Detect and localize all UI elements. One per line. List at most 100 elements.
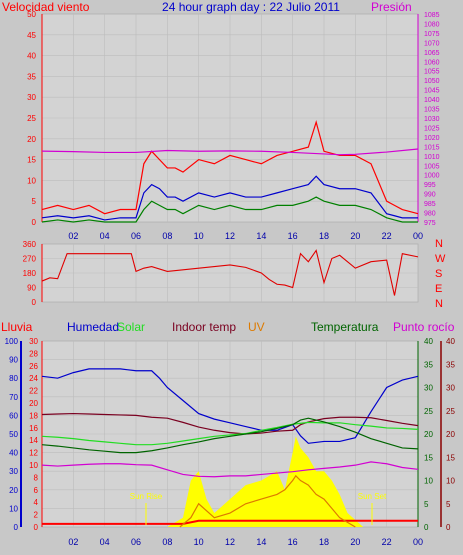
wind-direction-line: [41, 249, 419, 296]
rain-tick-label: 6: [34, 486, 39, 495]
pressure-tick-label: 1025: [424, 125, 440, 132]
humidity-tick-label: 40: [9, 449, 18, 458]
compass-letter: W: [435, 253, 446, 265]
uv-legend: UV: [248, 320, 265, 334]
time-tick-label: 08: [162, 537, 172, 547]
rain-tick-label: 4: [34, 498, 39, 507]
temperature-legend: Temperatura: [311, 320, 379, 334]
wind-tick-label: 20: [27, 135, 36, 144]
pressure-tick-label: 985: [424, 201, 436, 208]
time-tick-label: 12: [225, 537, 235, 547]
wind-axis-title: Velocidad viento: [2, 0, 90, 14]
compass-letter: N: [435, 298, 443, 310]
time-tick-label: 00: [413, 231, 423, 241]
pressure-tick-label: 980: [424, 211, 436, 218]
time-tick-label: 18: [319, 231, 329, 241]
time-tick-label: 22: [382, 231, 392, 241]
wind-tick-label: 30: [27, 93, 36, 102]
pressure-tick-label: 975: [424, 220, 436, 227]
wind-tick-label: 25: [27, 114, 36, 123]
compass-letter: E: [435, 283, 442, 295]
time-tick-label: 06: [131, 537, 141, 547]
time-tick-label: 14: [256, 231, 266, 241]
direction-grid: [42, 243, 419, 303]
wind-tick-label: 40: [27, 52, 36, 61]
wind-tick-label: 45: [27, 31, 36, 40]
temperature-tick-label: 30: [424, 384, 433, 393]
time-axis-bottom: 02 04 06 08 10 12 14 16 18 20 22 00: [68, 537, 423, 547]
climate-series: [41, 368, 419, 528]
rain-tick-label: 10: [29, 461, 38, 470]
pressure-tick-label: 1050: [424, 78, 440, 85]
humidity-tick-label: 90: [9, 356, 18, 365]
rain-tick-label: 20: [29, 399, 38, 408]
dew-point-line: [41, 461, 419, 478]
chart-title: 24 hour graph day : 22 Julio 2011: [162, 0, 340, 14]
pressure-axis-title: Presión: [371, 0, 412, 14]
direction-tick-label: 270: [23, 255, 37, 264]
wind-low-line: [41, 196, 418, 223]
pressure-tick-label: 995: [424, 182, 436, 189]
pressure-tick-label: 1080: [424, 21, 440, 28]
pressure-tick-label: 1075: [424, 31, 440, 38]
sun-rise-label: Sun Rise: [130, 492, 163, 501]
pressure-axis: 975 980 985 990 995 1000 1005 1010 1015 1020 1025 1…: [417, 12, 440, 227]
pressure-tick-label: 990: [424, 192, 436, 199]
humidity-legend: Humedad: [67, 320, 119, 334]
time-tick-label: 16: [288, 537, 298, 547]
pressure-tick-label: 1005: [424, 163, 440, 170]
sun-set-label: Sun Set: [358, 492, 387, 501]
time-tick-label: 16: [288, 231, 298, 241]
rain-tick-label: 18: [29, 411, 38, 420]
rain-tick-label: 24: [29, 374, 38, 383]
compass-letter: S: [435, 268, 442, 280]
wind-tick-label: 5: [32, 197, 37, 206]
humidity-tick-label: 80: [9, 374, 18, 383]
dew-tick-label: 5: [446, 500, 451, 509]
rain-tick-label: 0: [34, 523, 39, 532]
direction-tick-label: 360: [23, 240, 37, 249]
pressure-tick-label: 1040: [424, 97, 440, 104]
rain-tick-label: 12: [29, 449, 38, 458]
direction-axis: 0 90 180 270 360: [23, 240, 43, 307]
temperature-tick-label: 0: [424, 523, 429, 532]
humidity-tick-label: 100: [5, 337, 19, 346]
indoor-temp-line: [41, 412, 419, 435]
direction-series: [41, 249, 419, 296]
temperature-tick-label: 25: [424, 407, 433, 416]
temperature-line: [41, 417, 419, 454]
dew-tick-label: 30: [446, 384, 455, 393]
wind-tick-label: 35: [27, 72, 36, 81]
time-tick-label: 14: [256, 537, 266, 547]
dew-tick-label: 15: [446, 453, 455, 462]
wind-gust-line: [41, 120, 419, 215]
pressure-tick-label: 1065: [424, 50, 440, 57]
dew-tick-label: 35: [446, 360, 455, 369]
rain-tick-label: 14: [29, 436, 38, 445]
temperature-tick-label: 40: [424, 337, 433, 346]
temperature-tick-label: 20: [424, 430, 433, 439]
rain-tick-label: 16: [29, 424, 38, 433]
humidity-tick-label: 60: [9, 411, 18, 420]
time-tick-label: 20: [350, 231, 360, 241]
rain-tick-label: 8: [34, 473, 39, 482]
pressure-tick-label: 1010: [424, 154, 440, 161]
pressure-tick-label: 1035: [424, 107, 440, 114]
rain-tick-label: 2: [34, 511, 39, 520]
humidity-tick-label: 50: [9, 430, 18, 439]
humidity-tick-label: 70: [9, 393, 18, 402]
dew-tick-label: 0: [446, 523, 451, 532]
direction-tick-label: 0: [32, 298, 37, 307]
indoor-temp-legend: Indoor temp: [172, 320, 236, 334]
compass-letter: N: [435, 238, 443, 250]
solar-legend: Solar: [117, 320, 145, 334]
pressure-tick-label: 1085: [424, 12, 440, 19]
temperature-tick-label: 10: [424, 477, 433, 486]
rain-tick-label: 22: [29, 387, 38, 396]
direction-tick-label: 90: [27, 284, 36, 293]
dew-tick-label: 40: [446, 337, 455, 346]
time-tick-label: 00: [413, 537, 423, 547]
rain-tick-label: 28: [29, 349, 38, 358]
